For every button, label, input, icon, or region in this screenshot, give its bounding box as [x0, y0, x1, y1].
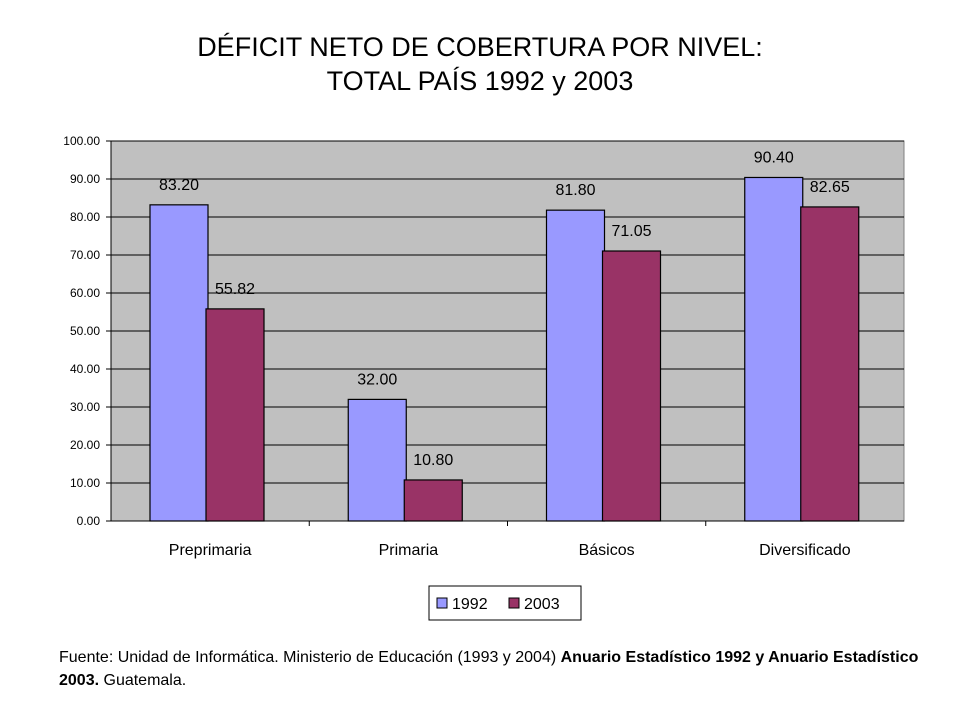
y-tick-label: 40.00 — [70, 362, 100, 376]
y-tick-label: 90.00 — [70, 172, 100, 186]
legend-swatch-2003 — [508, 597, 520, 609]
source-yearbook-titles: Anuario Estadístico 1992 y Anuario Estad… — [59, 649, 919, 689]
x-tick-label: Básicos — [579, 542, 635, 559]
y-tick-label: 30.00 — [70, 400, 100, 414]
legend-label-1992: 1992 — [452, 596, 488, 613]
source-country: Guatemala. — [99, 672, 187, 689]
legend — [428, 585, 582, 621]
source-note: Fuente: Unidad de Informática. Ministeri… — [59, 646, 919, 692]
bar-2003 — [800, 206, 860, 522]
data-label-1992: 81.80 — [555, 182, 595, 199]
bar-chart: 0.00 10.00 20.00 30.00 40.00 50.00 60.00 70.00 8… — [63, 134, 905, 621]
data-label-2003: 71.05 — [611, 223, 651, 240]
bar-2003 — [601, 250, 662, 522]
x-tick-label: Diversificado — [759, 542, 851, 559]
chart-title-line-1: DÉFICIT NETO DE COBERTURA POR NIVEL: — [197, 32, 763, 62]
y-tick-label: 70.00 — [70, 248, 100, 262]
y-tick-label: 10.00 — [70, 476, 100, 490]
data-label-2003: 55.82 — [215, 281, 255, 298]
data-label-1992: 83.20 — [159, 177, 199, 194]
y-tick-label: 0.00 — [77, 514, 101, 528]
bar-1992 — [149, 204, 209, 522]
legend-swatch-1992 — [436, 597, 448, 609]
data-label-2003: 10.80 — [413, 452, 453, 469]
x-tick-label: Preprimaria — [169, 542, 252, 559]
y-tick-label: 20.00 — [70, 438, 100, 452]
data-label-1992: 90.40 — [754, 149, 794, 166]
data-label-1992: 32.00 — [357, 371, 397, 388]
bar-2003 — [205, 308, 265, 522]
bar-1992 — [744, 176, 804, 522]
bar-2003 — [403, 479, 463, 522]
legend-label-2003: 2003 — [524, 596, 560, 613]
y-tick-label: 50.00 — [70, 324, 100, 338]
y-tick-label: 80.00 — [70, 210, 100, 224]
y-tick-label: 60.00 — [70, 286, 100, 300]
bar-1992 — [545, 209, 606, 522]
data-label-2003: 82.65 — [810, 179, 850, 196]
source-text: Fuente: Unidad de Informática. Ministeri… — [59, 649, 561, 666]
bar-1992 — [347, 398, 407, 522]
chart-title-line-2: TOTAL PAÍS 1992 y 2003 — [326, 66, 634, 96]
y-tick-label: 100.00 — [63, 134, 100, 148]
x-tick-label: Primaria — [379, 542, 439, 559]
